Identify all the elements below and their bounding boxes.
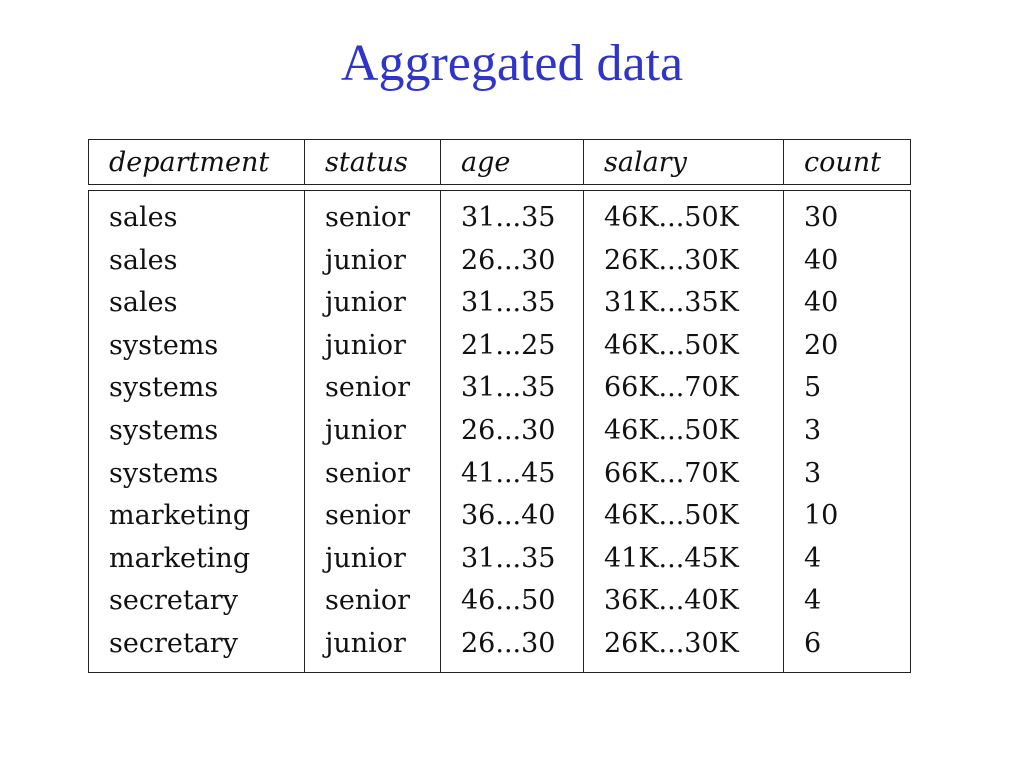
cell-salary: 46K...50K <box>583 190 784 240</box>
cell-age: 31...35 <box>440 367 584 410</box>
cell-status: junior <box>304 324 441 368</box>
cell-age: 41...45 <box>440 452 584 496</box>
cell-salary: 46K...50K <box>583 324 784 368</box>
cell-age: 26...30 <box>440 239 584 283</box>
table-body: sales senior 31...35 46K...50K 30 sales junior… <box>88 190 911 673</box>
cell-department: sales <box>109 244 178 276</box>
cell-salary: 46K...50K <box>583 409 784 453</box>
table-row: sales junior 31...35 31K...35K 40 <box>89 282 911 325</box>
cell-count: 6 <box>783 622 911 673</box>
cell-status: senior <box>304 190 441 240</box>
cell-department: systems <box>109 329 219 361</box>
header-row: department status age salary count <box>89 139 911 185</box>
cell-salary: 26K...30K <box>583 239 784 283</box>
cell-salary: 66K...70K <box>583 367 784 410</box>
cell-age: 31...35 <box>440 537 584 581</box>
cell-count: 5 <box>783 367 911 410</box>
cell-count: 10 <box>783 495 911 538</box>
cell-age: 26...30 <box>440 409 584 453</box>
cell-salary: 41K...45K <box>583 537 784 581</box>
cell-status: senior <box>304 495 441 538</box>
cell-department: marketing <box>109 500 251 532</box>
cell-department: marketing <box>109 542 251 574</box>
cell-age: 46...50 <box>440 580 584 623</box>
table-row: sales senior 31...35 46K...50K 30 <box>89 190 911 240</box>
cell-status: junior <box>304 239 441 283</box>
cell-count: 20 <box>783 324 911 368</box>
cell-count: 4 <box>783 537 911 581</box>
table-row: systems junior 21...25 46K...50K 20 <box>89 324 911 368</box>
cell-department: secretary <box>109 585 238 617</box>
table-row: systems junior 26...30 46K...50K 3 <box>89 409 911 453</box>
cell-department: systems <box>109 372 219 404</box>
cell-age: 36...40 <box>440 495 584 538</box>
header-age: age <box>440 139 584 185</box>
cell-department: systems <box>109 414 219 446</box>
header-salary: salary <box>583 139 784 185</box>
cell-count: 40 <box>783 239 911 283</box>
cell-salary: 26K...30K <box>583 622 784 673</box>
cell-count: 40 <box>783 282 911 325</box>
cell-age: 21...25 <box>440 324 584 368</box>
table-row: sales junior 26...30 26K...30K 40 <box>89 239 911 283</box>
header-department: department <box>109 146 270 178</box>
cell-status: senior <box>304 367 441 410</box>
table-row: marketing junior 31...35 41K...45K 4 <box>89 537 911 581</box>
cell-status: junior <box>304 282 441 325</box>
cell-age: 31...35 <box>440 190 584 240</box>
table-header: department status age salary count <box>88 139 911 185</box>
table-row: secretary junior 26...30 26K...30K 6 <box>89 622 911 673</box>
cell-count: 30 <box>783 190 911 240</box>
cell-salary: 66K...70K <box>583 452 784 496</box>
cell-status: junior <box>304 622 441 673</box>
cell-department: sales <box>109 202 178 233</box>
table-row: systems senior 31...35 66K...70K 5 <box>89 367 911 410</box>
cell-salary: 36K...40K <box>583 580 784 623</box>
cell-department: sales <box>109 287 178 319</box>
cell-salary: 31K...35K <box>583 282 784 325</box>
cell-age: 31...35 <box>440 282 584 325</box>
cell-count: 3 <box>783 409 911 453</box>
slide-title: Aggregated data <box>340 35 684 92</box>
cell-status: senior <box>304 580 441 623</box>
table-row: secretary senior 46...50 36K...40K 4 <box>89 580 911 623</box>
cell-count: 4 <box>783 580 911 623</box>
cell-status: senior <box>304 452 441 496</box>
cell-salary: 46K...50K <box>583 495 784 538</box>
cell-department: systems <box>109 457 219 489</box>
cell-count: 3 <box>783 452 911 496</box>
cell-department: secretary <box>109 627 238 659</box>
table-row: systems senior 41...45 66K...70K 3 <box>89 452 911 496</box>
cell-status: junior <box>304 409 441 453</box>
header-status: status <box>304 139 441 185</box>
table-row: marketing senior 36...40 46K...50K 10 <box>89 495 911 538</box>
cell-age: 26...30 <box>440 622 584 673</box>
header-count: count <box>783 139 911 185</box>
cell-status: junior <box>304 537 441 581</box>
